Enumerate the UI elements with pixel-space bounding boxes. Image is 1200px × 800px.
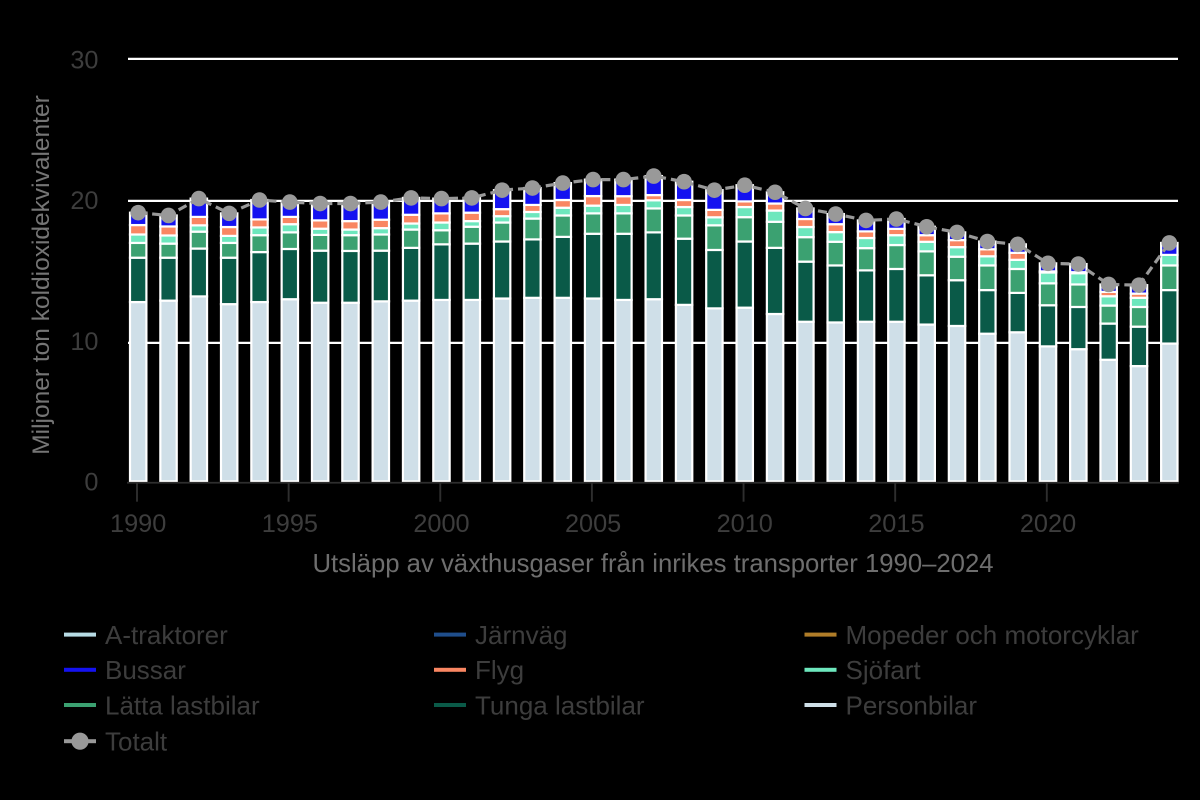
svg-text:2000: 2000 [413, 510, 469, 538]
svg-text:1995: 1995 [262, 510, 318, 538]
svg-text:Lätta lastbilar: Lätta lastbilar [105, 690, 260, 720]
svg-text:2020: 2020 [1020, 510, 1076, 538]
svg-text:20: 20 [70, 187, 98, 215]
svg-text:Totalt: Totalt [105, 727, 168, 757]
svg-text:Personbilar: Personbilar [846, 690, 978, 720]
svg-text:30: 30 [70, 46, 98, 74]
svg-text:2015: 2015 [868, 510, 924, 538]
svg-text:Järnväg: Järnväg [475, 620, 568, 650]
svg-text:Mopeder och motorcyklar: Mopeder och motorcyklar [846, 620, 1140, 650]
svg-text:10: 10 [70, 328, 98, 356]
svg-text:Bussar: Bussar [105, 655, 186, 685]
svg-text:Miljoner ton koldioxidekvivale: Miljoner ton koldioxidekvivalenter [28, 95, 55, 455]
svg-text:2010: 2010 [717, 510, 773, 538]
svg-text:Tunga lastbilar: Tunga lastbilar [475, 690, 645, 720]
svg-text:2005: 2005 [565, 510, 621, 538]
svg-text:Utsläpp av växthusgaser från i: Utsläpp av växthusgaser från inrikes tra… [312, 550, 993, 578]
svg-text:1990: 1990 [110, 510, 166, 538]
svg-text:Flyg: Flyg [475, 655, 524, 685]
svg-text:0: 0 [84, 469, 98, 497]
svg-text:Sjöfart: Sjöfart [846, 655, 922, 685]
svg-text:A-traktorer: A-traktorer [105, 620, 228, 650]
